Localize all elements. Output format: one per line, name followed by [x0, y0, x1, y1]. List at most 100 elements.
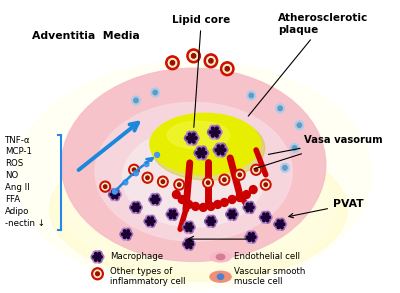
Circle shape — [208, 217, 210, 219]
Circle shape — [187, 225, 191, 229]
Circle shape — [127, 231, 133, 237]
Circle shape — [190, 52, 198, 60]
Circle shape — [112, 190, 114, 193]
Circle shape — [122, 233, 124, 235]
Circle shape — [229, 216, 232, 219]
Circle shape — [185, 200, 193, 208]
Text: MCP-1: MCP-1 — [5, 147, 32, 156]
Circle shape — [230, 212, 234, 216]
Circle shape — [189, 240, 192, 242]
Circle shape — [125, 228, 131, 234]
Circle shape — [245, 208, 250, 214]
Circle shape — [213, 146, 220, 153]
Circle shape — [92, 268, 103, 280]
Circle shape — [192, 140, 195, 143]
Circle shape — [250, 205, 256, 210]
Circle shape — [261, 217, 267, 223]
Circle shape — [135, 208, 140, 214]
Circle shape — [173, 210, 176, 212]
Circle shape — [149, 197, 154, 202]
Text: inflammatory cell: inflammatory cell — [110, 277, 186, 286]
Circle shape — [248, 205, 251, 209]
Text: Other types of: Other types of — [110, 267, 172, 276]
Circle shape — [248, 239, 251, 241]
Circle shape — [212, 223, 214, 226]
Circle shape — [115, 196, 118, 199]
Circle shape — [190, 138, 197, 145]
Circle shape — [236, 171, 243, 178]
Circle shape — [245, 234, 251, 240]
Circle shape — [243, 190, 250, 198]
Circle shape — [114, 195, 119, 201]
Circle shape — [234, 213, 237, 216]
Ellipse shape — [216, 254, 225, 260]
Circle shape — [210, 222, 216, 227]
Circle shape — [194, 137, 197, 139]
Circle shape — [133, 203, 136, 206]
Ellipse shape — [62, 143, 335, 272]
Circle shape — [204, 151, 207, 154]
Circle shape — [203, 177, 213, 188]
Circle shape — [117, 193, 120, 196]
Circle shape — [156, 201, 158, 204]
Circle shape — [262, 181, 269, 188]
Circle shape — [172, 208, 177, 214]
Ellipse shape — [62, 68, 326, 261]
Circle shape — [219, 174, 230, 185]
Circle shape — [276, 104, 284, 113]
Circle shape — [297, 123, 302, 127]
Circle shape — [184, 227, 190, 233]
Circle shape — [210, 215, 216, 221]
Circle shape — [211, 127, 214, 130]
Circle shape — [124, 232, 128, 236]
Circle shape — [247, 91, 256, 100]
Circle shape — [192, 135, 199, 142]
Circle shape — [219, 150, 226, 157]
Circle shape — [196, 146, 202, 153]
Circle shape — [277, 226, 280, 229]
Circle shape — [228, 214, 233, 220]
Circle shape — [233, 212, 238, 217]
Circle shape — [277, 220, 280, 222]
Circle shape — [131, 208, 137, 214]
Ellipse shape — [151, 116, 265, 180]
Circle shape — [191, 243, 194, 245]
Text: Adipo: Adipo — [5, 207, 30, 216]
Circle shape — [228, 208, 233, 214]
Text: Macrophage: Macrophage — [110, 253, 163, 261]
Circle shape — [251, 164, 261, 175]
Circle shape — [176, 181, 182, 188]
Circle shape — [214, 132, 220, 139]
Circle shape — [254, 236, 256, 239]
Circle shape — [192, 54, 196, 58]
Circle shape — [131, 201, 137, 207]
Circle shape — [191, 226, 194, 229]
Circle shape — [151, 223, 153, 226]
Text: ROS: ROS — [5, 159, 24, 168]
Circle shape — [209, 131, 212, 134]
Circle shape — [132, 96, 140, 105]
Circle shape — [173, 212, 179, 217]
Circle shape — [213, 220, 216, 222]
Circle shape — [281, 163, 289, 172]
Circle shape — [214, 200, 222, 208]
Circle shape — [215, 134, 218, 137]
Circle shape — [186, 246, 188, 248]
Ellipse shape — [210, 271, 231, 282]
Circle shape — [137, 205, 142, 210]
Circle shape — [196, 151, 199, 154]
Circle shape — [120, 231, 126, 237]
Text: muscle cell: muscle cell — [234, 277, 282, 286]
Circle shape — [186, 138, 193, 145]
Circle shape — [146, 176, 149, 179]
Circle shape — [114, 188, 119, 194]
Circle shape — [221, 176, 228, 183]
Circle shape — [184, 221, 190, 227]
Circle shape — [153, 90, 157, 95]
Circle shape — [189, 229, 192, 231]
Circle shape — [217, 145, 220, 148]
Circle shape — [187, 242, 191, 246]
Circle shape — [154, 200, 160, 205]
Circle shape — [249, 93, 254, 98]
Circle shape — [112, 196, 114, 199]
